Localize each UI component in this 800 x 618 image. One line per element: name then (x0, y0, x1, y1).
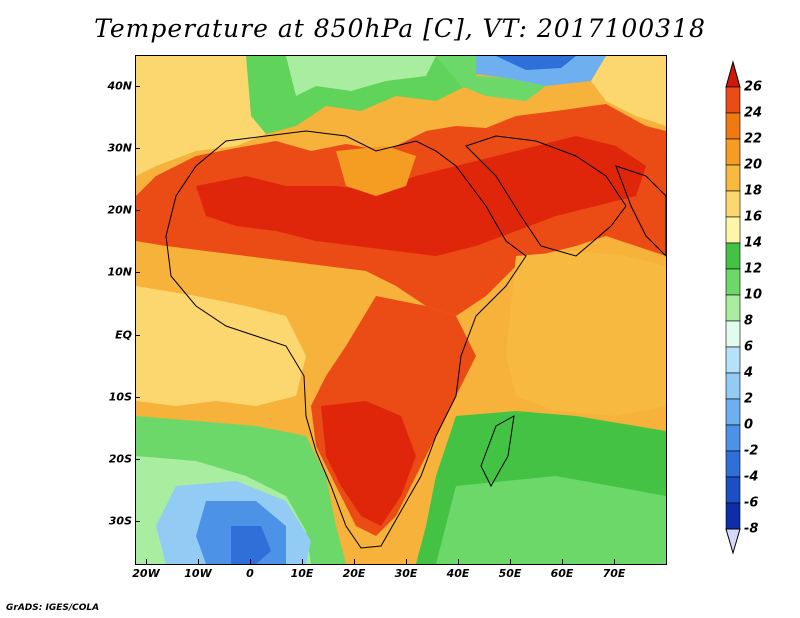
lon-tick (250, 559, 251, 564)
lat-tick (135, 86, 140, 87)
blue-northeast-core (496, 56, 576, 70)
lon-label-70e: 70E (602, 567, 626, 580)
lon-label-20w: 20W (132, 567, 160, 580)
lon-label-30e: 30E (394, 567, 418, 580)
lon-label-40e: 40E (446, 567, 470, 580)
colorbar-bin (725, 112, 741, 140)
lon-tick (406, 559, 407, 564)
tropical-atlantic (136, 286, 306, 406)
lat-tick (135, 148, 140, 149)
lat-label-40n: 40N (107, 79, 132, 93)
colorbar-bin (725, 450, 741, 478)
lat-label-20s: 20S (108, 452, 132, 466)
lat-tick (135, 210, 140, 211)
lat-tick (135, 335, 140, 336)
colorbar-bin (725, 320, 741, 348)
madagascar-coastline (480, 415, 515, 488)
colorbar-label: -8 (744, 521, 759, 537)
lat-tick (135, 397, 140, 398)
lon-tick (614, 559, 615, 564)
southern-africa-core (321, 401, 416, 526)
lat-tick (135, 272, 140, 273)
colorbar-label: 12 (744, 261, 763, 277)
colorbar-label: 2 (744, 391, 754, 407)
lat-label-10s: 10S (108, 390, 132, 404)
colorbar-bin (725, 86, 741, 114)
colorbar-label: 10 (744, 287, 763, 303)
lon-label-0: 0 (246, 567, 254, 580)
mild-east-band (591, 56, 666, 126)
mild-north-band (136, 56, 266, 176)
lon-label-10w: 10W (184, 567, 212, 580)
lon-label-60e: 60E (550, 567, 574, 580)
green-northeast (436, 56, 546, 101)
colorbar-label: 24 (744, 105, 763, 121)
pale-north-region (286, 56, 436, 96)
colorbar-bin (725, 242, 741, 270)
lat-label-20n: 20N (107, 203, 132, 217)
colorbar-label: -2 (744, 443, 759, 459)
arabia-coastline (465, 135, 627, 257)
africa-coastline (165, 130, 527, 549)
lon-tick (354, 559, 355, 564)
lat-label-30s: 30S (108, 514, 132, 528)
colorbar-bin (725, 294, 741, 322)
colorbar-label: 8 (744, 313, 754, 329)
lon-label-20e: 20E (342, 567, 366, 580)
colorbar-label: 6 (744, 339, 754, 355)
south-atlantic-core (231, 526, 271, 564)
colorbar-bin (725, 424, 741, 452)
map-canvas (136, 56, 666, 564)
india-coastline (615, 165, 666, 257)
colorbar-label: 26 (744, 79, 763, 95)
colorbar-under-arrow (725, 528, 741, 555)
colorbar-over-arrow (725, 60, 741, 88)
colorbar-bin (725, 398, 741, 426)
colorbar-bin (725, 372, 741, 400)
colorbar-bin (725, 476, 741, 504)
lon-tick (198, 559, 199, 564)
colorbar-bin (725, 190, 741, 218)
lat-tick (135, 459, 140, 460)
colorbar-label: -6 (744, 495, 759, 511)
colorbar-label: 18 (744, 183, 763, 199)
colorbar-bin (725, 268, 741, 296)
lat-label-eq: EQ (115, 328, 132, 342)
colorbar-label: 0 (744, 417, 754, 433)
lon-tick (510, 559, 511, 564)
lon-tick (302, 559, 303, 564)
colorbar-bin (725, 164, 741, 192)
lon-label-10e: 10E (290, 567, 314, 580)
credit-text: GrADS: IGES/COLA (6, 603, 100, 613)
colorbar-label: -4 (744, 469, 759, 485)
lon-label-50e: 50E (498, 567, 522, 580)
colorbar-label: 14 (744, 235, 763, 251)
colorbar-label: 16 (744, 209, 763, 225)
lat-label-10n: 10N (107, 265, 132, 279)
colorbar-label: 20 (744, 157, 763, 173)
lon-tick (458, 559, 459, 564)
blue-northeast-region (466, 56, 606, 86)
chart-title: Temperature at 850hPa [C], VT: 201710031… (94, 14, 706, 43)
sahara-core (196, 136, 646, 256)
lon-tick (146, 559, 147, 564)
lat-tick (135, 521, 140, 522)
colorbar-bin (725, 502, 741, 530)
libya-cooler-patch (336, 146, 416, 196)
colorbar-label: 22 (744, 131, 763, 147)
lat-label-30n: 30N (107, 141, 132, 155)
colorbar-label: 4 (744, 365, 754, 381)
south-indian-ocean-pale (436, 476, 666, 564)
tropical-indian-ocean (506, 251, 666, 416)
colorbar (725, 60, 741, 555)
colorbar-bin (725, 216, 741, 244)
colorbar-bin (725, 346, 741, 374)
colorbar-bin (725, 138, 741, 166)
lon-tick (562, 559, 563, 564)
temperature-map (135, 55, 667, 565)
